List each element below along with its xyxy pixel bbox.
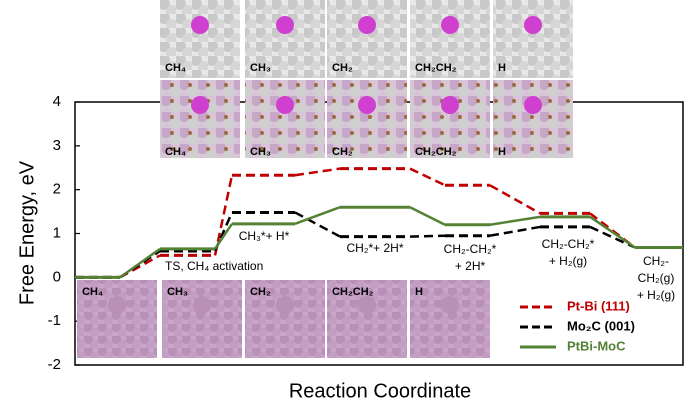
- y-tick-label: -1: [48, 312, 61, 329]
- y-tick-label: 3: [53, 137, 61, 154]
- panel-label: CH₄: [82, 286, 103, 298]
- atom: [193, 296, 211, 314]
- snapshot-panel: [493, 80, 573, 158]
- panel-label: CH₂CH₂: [332, 286, 374, 298]
- connector: [409, 234, 446, 238]
- state-label: TS, CH₄ activation: [165, 259, 264, 273]
- panel-label: CH₂: [332, 62, 353, 74]
- state-label: CH₃*+ H*: [238, 229, 290, 243]
- atom: [358, 96, 376, 114]
- snapshot-panel: [160, 0, 240, 78]
- atom: [276, 16, 294, 34]
- snapshot-panel: [327, 80, 407, 158]
- atom: [441, 296, 459, 314]
- y-tick-label: 1: [53, 224, 61, 241]
- connector: [294, 211, 341, 238]
- connector: [489, 184, 541, 215]
- y-tick-label: -2: [48, 356, 61, 373]
- panel-label: CH₄: [165, 146, 186, 158]
- connector: [119, 247, 161, 279]
- snapshot-panel: [245, 280, 325, 358]
- panel-label: CH₂CH₂: [415, 146, 457, 158]
- atom: [358, 296, 376, 314]
- y-tick-label: 0: [53, 268, 61, 285]
- snapshot-panel: [245, 0, 325, 78]
- snapshot-panel: [410, 280, 490, 358]
- snapshot-panel: [410, 0, 490, 78]
- snapshot-panel: [410, 80, 490, 158]
- snapshot-panel: [77, 280, 157, 358]
- snapshot-panel: [327, 0, 407, 78]
- connector: [489, 225, 541, 237]
- atom: [108, 296, 126, 314]
- legend-label: PtBi-MoC: [567, 338, 626, 353]
- snapshot-panel: [245, 80, 325, 158]
- panel-label: CH₂CH₂: [415, 62, 457, 74]
- atom: [524, 96, 542, 114]
- x-axis-label: Reaction Coordinate: [289, 380, 471, 402]
- panel-label: CH₃: [250, 62, 271, 74]
- connector: [294, 206, 341, 226]
- connector: [213, 223, 234, 250]
- panel-label: H: [498, 62, 506, 74]
- panel-label: CH₂: [250, 286, 271, 298]
- panel-label: H: [498, 146, 506, 158]
- connector: [294, 167, 341, 177]
- snapshot-panel: [327, 280, 407, 358]
- state-label: CH₂-CH₂(g) + H₂(g): [636, 254, 676, 302]
- atom: [191, 96, 209, 114]
- snapshot-panel: [160, 80, 240, 158]
- y-axis-label: Free Energy, eV: [16, 160, 38, 305]
- y-tick-label: 2: [53, 181, 61, 198]
- atom: [441, 96, 459, 114]
- panel-label: CH₃: [250, 146, 271, 158]
- legend-label: Pt-Bi (111): [567, 298, 630, 313]
- panel-label: CH₄: [165, 62, 186, 74]
- atom: [191, 16, 209, 34]
- state-label: CH₂*+ 2H*: [346, 241, 404, 255]
- connector: [409, 167, 446, 187]
- connector: [489, 215, 541, 226]
- panel-label: CH₂: [332, 146, 353, 158]
- state-label: CH₂-CH₂* + 2H*: [443, 242, 497, 273]
- atom: [441, 16, 459, 34]
- panel-label: H: [415, 286, 423, 298]
- connector: [589, 225, 636, 249]
- snapshot-panel: [162, 280, 242, 358]
- connector: [589, 215, 636, 249]
- y-tick-label: 4: [53, 93, 61, 110]
- connector: [409, 206, 446, 226]
- state-label: CH₂-CH₂* + H₂(g): [541, 237, 595, 268]
- atom: [276, 96, 294, 114]
- snapshot-panel: [493, 0, 573, 78]
- legend-label: Mo₂C (001): [567, 318, 635, 333]
- atom: [358, 16, 376, 34]
- panel-label: CH₃: [167, 286, 188, 298]
- atom: [524, 16, 542, 34]
- atom: [276, 296, 294, 314]
